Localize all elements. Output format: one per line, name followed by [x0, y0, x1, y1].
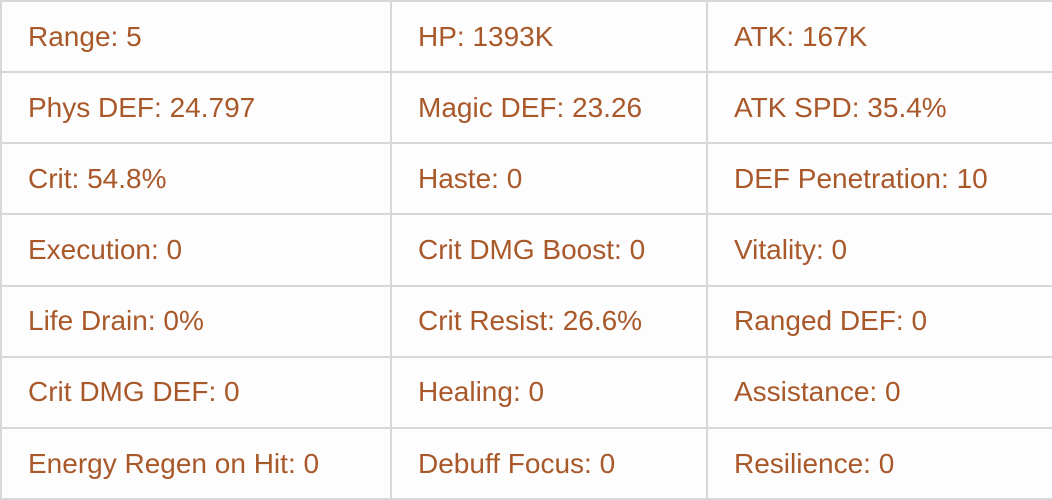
- stat-label: Haste: [418, 163, 492, 195]
- stat-cell-vitality: Vitality: 0: [706, 213, 1052, 287]
- stat-value: 0: [506, 163, 523, 195]
- stats-row-2: Phys DEF: 24.797 Magic DEF: 23.26 ATK SP…: [0, 71, 1052, 145]
- stat-label: HP: [418, 20, 457, 52]
- stat-separator: :: [895, 305, 912, 337]
- stat-label: Crit Resist: [418, 305, 548, 337]
- stat-separator: :: [110, 20, 127, 52]
- stat-label: ATK: [734, 20, 787, 52]
- stat-value: 0: [831, 234, 848, 266]
- stats-row-1: Range: 5 HP: 1393K ATK: 167K: [0, 0, 1052, 74]
- stats-row-6: Crit DMG DEF: 0 Healing: 0 Assistance: 0: [0, 355, 1052, 429]
- stat-value: 54.8%: [87, 163, 167, 195]
- stat-separator: :: [491, 163, 507, 195]
- stat-cell-crit: Crit: 54.8%: [0, 142, 392, 216]
- stat-separator: :: [584, 447, 600, 479]
- stat-cell-resilience: Resilience: 0: [706, 426, 1052, 500]
- stat-value: 0: [303, 447, 320, 479]
- stat-value: 0: [599, 447, 616, 479]
- stat-label: ATK SPD: [734, 91, 852, 123]
- stat-separator: :: [71, 163, 88, 195]
- stat-value: 24.797: [169, 91, 256, 123]
- stat-separator: :: [869, 376, 885, 408]
- stat-label: Range: [28, 20, 111, 52]
- stat-separator: :: [786, 20, 802, 52]
- stat-value: 26.6%: [562, 305, 643, 337]
- stats-row-4: Execution: 0 Crit DMG Boost: 0 Vitality:…: [0, 213, 1052, 287]
- stat-value: 167K: [801, 20, 868, 52]
- stat-cell-def-penetration: DEF Penetration: 10: [706, 142, 1052, 216]
- stat-label: Magic DEF: [418, 91, 557, 123]
- stat-value: 0: [224, 376, 240, 408]
- stat-label: Crit DMG DEF: [28, 376, 209, 408]
- stat-cell-range: Range: 5: [0, 0, 392, 74]
- stat-cell-hp: HP: 1393K: [390, 0, 708, 74]
- stat-separator: :: [815, 234, 832, 266]
- stat-value: 0: [878, 447, 895, 479]
- stat-separator: :: [941, 163, 957, 195]
- stat-value: 5: [126, 20, 142, 52]
- stat-separator: :: [150, 234, 167, 266]
- stat-cell-execution: Execution: 0: [0, 213, 392, 287]
- stat-cell-healing: Healing: 0: [390, 355, 708, 429]
- stat-separator: :: [547, 305, 563, 337]
- stat-label: Debuff Focus: [418, 447, 585, 479]
- stat-label: Crit: [28, 163, 72, 195]
- stat-value: 0%: [163, 305, 204, 337]
- stat-label: Resilience: [734, 447, 864, 479]
- stat-cell-haste: Haste: 0: [390, 142, 708, 216]
- stat-separator: :: [614, 234, 630, 266]
- stat-label: Assistance: [734, 376, 870, 408]
- stat-cell-ranged-def: Ranged DEF: 0: [706, 284, 1052, 358]
- stat-value: 1393K: [472, 20, 554, 52]
- stat-value: 0: [911, 305, 928, 337]
- stat-cell-life-drain: Life Drain: 0%: [0, 284, 392, 358]
- stat-separator: :: [208, 376, 224, 408]
- stat-value: 0: [166, 234, 183, 266]
- stat-cell-crit-dmg-boost: Crit DMG Boost: 0: [390, 213, 708, 287]
- stat-label: DEF Penetration: [734, 163, 941, 195]
- stat-cell-atk: ATK: 167K: [706, 0, 1052, 74]
- stat-cell-magic-def: Magic DEF: 23.26: [390, 71, 708, 145]
- stats-row-3: Crit: 54.8% Haste: 0 DEF Penetration: 10: [0, 142, 1052, 216]
- stat-label: Energy Regen on Hit: [28, 447, 288, 479]
- stat-separator: :: [863, 447, 879, 479]
- stat-cell-phys-def: Phys DEF: 24.797: [0, 71, 392, 145]
- stat-label: Healing: [418, 376, 513, 408]
- stat-cell-energy-regen-on-hit: Energy Regen on Hit: 0: [0, 426, 392, 500]
- stat-label: Execution: [28, 234, 151, 266]
- stat-separator: :: [556, 91, 573, 123]
- stat-cell-crit-resist: Crit Resist: 26.6%: [390, 284, 708, 358]
- stat-separator: :: [147, 305, 164, 337]
- stat-label: Phys DEF: [28, 91, 155, 123]
- stats-row-5: Life Drain: 0% Crit Resist: 26.6% Ranged…: [0, 284, 1052, 358]
- stat-value: 23.26: [572, 91, 643, 123]
- stat-separator: :: [154, 91, 170, 123]
- stat-separator: :: [456, 20, 473, 52]
- stat-value: 0: [528, 376, 545, 408]
- stat-value: 10: [956, 163, 988, 195]
- stat-label: Ranged DEF: [734, 305, 896, 337]
- stat-cell-assistance: Assistance: 0: [706, 355, 1052, 429]
- stat-value: 0: [884, 376, 901, 408]
- stat-separator: :: [512, 376, 529, 408]
- stats-row-7: Energy Regen on Hit: 0 Debuff Focus: 0 R…: [0, 426, 1052, 500]
- stat-label: Life Drain: [28, 305, 148, 337]
- stat-label: Vitality: [734, 234, 816, 266]
- stat-cell-atk-spd: ATK SPD: 35.4%: [706, 71, 1052, 145]
- stat-cell-debuff-focus: Debuff Focus: 0: [390, 426, 708, 500]
- stat-value: 35.4%: [867, 91, 947, 123]
- stat-cell-crit-dmg-def: Crit DMG DEF: 0: [0, 355, 392, 429]
- stat-value: 0: [629, 234, 646, 266]
- stat-separator: :: [851, 91, 868, 123]
- stat-label: Crit DMG Boost: [418, 234, 615, 266]
- stat-separator: :: [287, 447, 304, 479]
